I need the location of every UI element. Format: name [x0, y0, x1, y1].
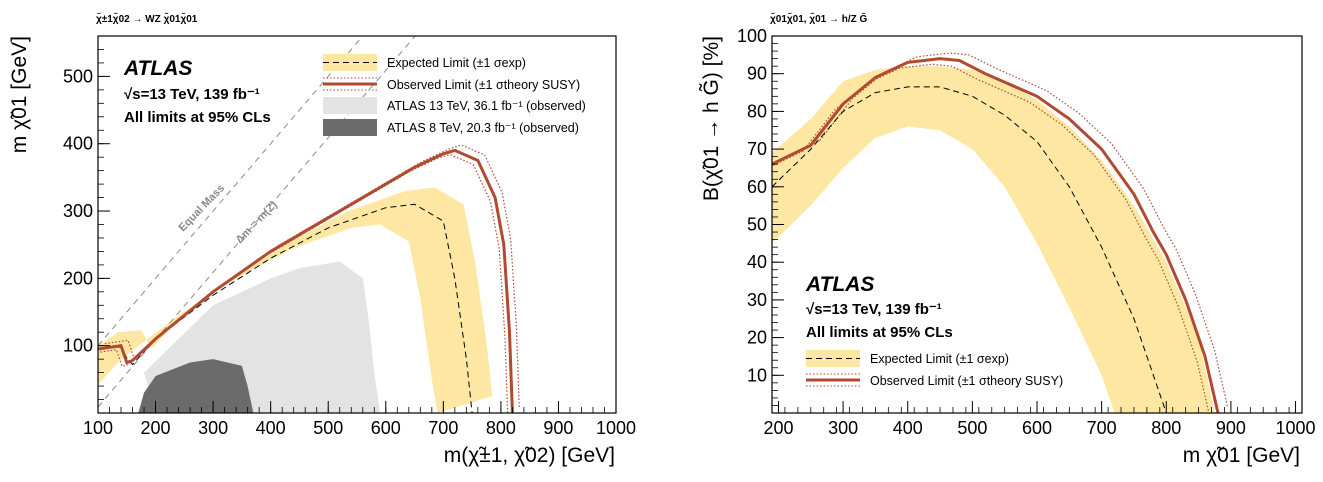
legend-r-expected-swatch-band — [806, 350, 860, 367]
legend-r-observed-label: Observed Limit (±1 σtheory SUSY) — [870, 374, 1063, 388]
left-legend: Expected Limit (±1 σexp) Observed Limit … — [323, 54, 586, 136]
left-y-tick-label: 400 — [63, 134, 93, 154]
left-expected-band — [98, 187, 493, 413]
right-y-tick-label: 80 — [747, 101, 767, 121]
right-observed-line — [772, 57, 1220, 413]
left-y-axis-title: m χ̃01 [GeV] — [8, 36, 31, 153]
right-cl-label: All limits at 95% CLs — [806, 324, 953, 341]
right-y-tick-label: 50 — [747, 215, 767, 235]
right-x-tick-label: 600 — [1022, 418, 1052, 438]
right-y-tick-label: 40 — [747, 252, 767, 272]
right-x-tick-label: 1000 — [1276, 418, 1316, 438]
right-energy-label: √s=13 TeV, 139 fb⁻¹ — [806, 301, 942, 318]
equal-mass-label: Equal Mass — [177, 182, 228, 234]
legend-atlas8-label: ATLAS 8 TeV, 20.3 fb⁻¹ (observed) — [387, 121, 579, 135]
right-expected-band — [772, 66, 1215, 413]
right-process-label: χ̃01χ̃01, χ̃01 → h/Z G̃ — [770, 12, 868, 25]
left-x-tick-label: 1000 — [596, 418, 636, 438]
right-y-tick-label: 20 — [747, 328, 767, 348]
right-x-tick-label: 900 — [1216, 418, 1246, 438]
right-y-tick-label: 30 — [747, 290, 767, 310]
left-observed-line — [98, 148, 514, 413]
left-atlas8-region — [138, 359, 254, 413]
left-plot-area — [98, 36, 520, 413]
right-y-tick-label: 100 — [737, 26, 767, 46]
left-x-axis-title: m(χ̃±1, χ̃02) [GeV] — [444, 444, 615, 467]
left-y-tick-label: 100 — [63, 336, 93, 356]
legend-atlas13-label: ATLAS 13 TeV, 36.1 fb⁻¹ (observed) — [387, 99, 586, 113]
left-observed-theory-up — [104, 144, 520, 408]
left-x-tick-label: 400 — [256, 418, 286, 438]
right-x-tick-label: 700 — [1087, 418, 1117, 438]
right-x-tick-label: 400 — [893, 418, 923, 438]
legend-expected-label: Expected Limit (±1 σexp) — [387, 56, 526, 70]
delta-m-label: Δm = m(Z) — [234, 199, 280, 246]
left-y-tick-label: 200 — [63, 268, 93, 288]
equal-mass-line — [98, 36, 364, 347]
left-x-tick-label: 500 — [313, 418, 343, 438]
right-y-tick-label: 70 — [747, 139, 767, 159]
left-x-tick-label: 600 — [371, 418, 401, 438]
legend-expected-swatch-band — [323, 54, 377, 71]
left-energy-label: √s=13 TeV, 139 fb⁻¹ — [124, 86, 260, 103]
right-panel: 200 300 400 500 600 700 800 900 1000 10 20 30 40 50 60… — [700, 12, 1316, 467]
left-y-tick-label: 300 — [63, 201, 93, 221]
legend-observed-label: Observed Limit (±1 σtheory SUSY) — [387, 78, 580, 92]
right-x-tick-label: 800 — [1151, 418, 1181, 438]
right-legend: Expected Limit (±1 σexp) Observed Limit … — [806, 350, 1063, 388]
right-y-tick-label: 90 — [747, 64, 767, 84]
legend-atlas13-swatch — [323, 97, 377, 114]
left-observed-theory-down — [98, 153, 509, 413]
left-cl-label: All limits at 95% CLs — [124, 109, 271, 126]
right-y-axis-title: B(χ̃01 → h G̃) [%] — [700, 36, 723, 201]
left-panel: 100 200 300 400 500 600 700 800 900 1000 100 200 300… — [8, 12, 636, 467]
right-ticks: 200 300 400 500 600 700 800 900 1000 10 20 30 40 50 60… — [737, 26, 1316, 438]
right-y-tick-label: 10 — [747, 365, 767, 385]
left-x-tick-label: 100 — [83, 418, 113, 438]
right-x-tick-label: 500 — [957, 418, 987, 438]
left-x-tick-label: 700 — [428, 418, 458, 438]
right-x-axis-title: m χ̃01 [GeV] — [1183, 444, 1300, 467]
right-x-tick-label: 200 — [763, 418, 793, 438]
right-expected-line — [772, 86, 1167, 413]
left-x-tick-label: 200 — [141, 418, 171, 438]
left-x-tick-label: 900 — [543, 418, 573, 438]
left-expected-line — [98, 203, 473, 413]
legend-atlas8-swatch — [323, 119, 377, 136]
left-process-label: χ̃±1χ̃02 → WZ χ̃01χ̃01 — [96, 12, 198, 25]
right-x-tick-label: 300 — [828, 418, 858, 438]
right-atlas-label: ATLAS — [805, 273, 874, 296]
left-x-tick-label: 300 — [198, 418, 228, 438]
right-plot-area — [772, 52, 1229, 413]
left-x-tick-label: 800 — [486, 418, 516, 438]
right-y-tick-label: 60 — [747, 177, 767, 197]
left-atlas-label: ATLAS — [123, 57, 192, 80]
left-ticks: 100 200 300 400 500 600 700 800 900 1000 100 200 300… — [63, 35, 636, 438]
left-y-tick-label: 500 — [63, 66, 93, 86]
legend-r-expected-label: Expected Limit (±1 σexp) — [870, 352, 1009, 366]
